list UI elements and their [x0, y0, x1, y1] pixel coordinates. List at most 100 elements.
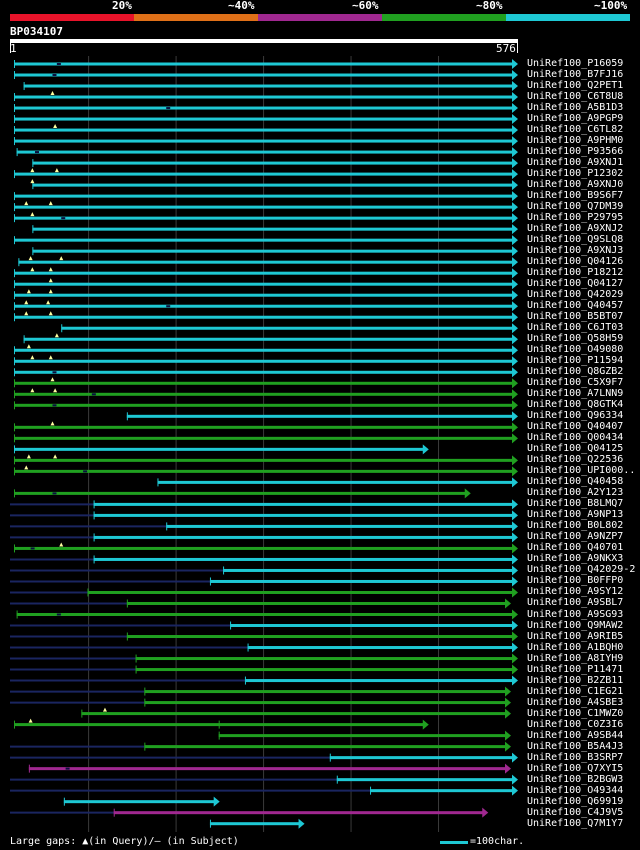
hit-label[interactable]: UniRef100_Q04127: [527, 278, 624, 290]
hit-row[interactable]: [14, 124, 518, 136]
hit-row[interactable]: [10, 598, 512, 609]
hit-row[interactable]: [14, 235, 518, 246]
hit-label[interactable]: UniRef100_Q40701: [527, 542, 624, 554]
hit-row[interactable]: [28, 763, 512, 774]
hit-row[interactable]: [32, 224, 518, 235]
hit-label[interactable]: UniRef100_C6JT03: [527, 322, 624, 334]
hit-row[interactable]: [10, 664, 518, 675]
hit-label[interactable]: UniRef100_Q04125: [527, 443, 624, 455]
hit-row[interactable]: [10, 565, 518, 576]
hit-row[interactable]: [23, 81, 518, 92]
hit-label[interactable]: UniRef100_Q9SLQ8: [527, 234, 624, 246]
hit-label[interactable]: UniRef100_A1BQH0: [527, 641, 624, 653]
hit-row[interactable]: [10, 587, 518, 598]
hit-label[interactable]: UniRef100_B5BT07: [527, 311, 624, 323]
hit-row[interactable]: [14, 367, 518, 378]
hit-row[interactable]: [14, 59, 518, 69]
hit-label[interactable]: UniRef100_B9S6F7: [527, 190, 624, 202]
hit-row[interactable]: [14, 433, 518, 444]
hit-label[interactable]: UniRef100_B0L802: [527, 520, 624, 532]
hit-row[interactable]: [10, 532, 518, 543]
hit-label[interactable]: UniRef100_A9SG93: [527, 608, 624, 620]
hit-row[interactable]: [10, 807, 489, 818]
hit-row[interactable]: [10, 521, 518, 532]
hit-label[interactable]: UniRef100_Q42029: [527, 289, 624, 301]
hit-row[interactable]: [14, 465, 518, 477]
hit-row[interactable]: [14, 136, 518, 147]
hit-row[interactable]: [14, 377, 518, 389]
hit-label[interactable]: UniRef100_A9XNJ2: [527, 223, 624, 235]
hit-label[interactable]: UniRef100_A8IYH9: [527, 652, 624, 664]
hit-row[interactable]: [14, 300, 518, 312]
hit-label[interactable]: UniRef100_Q7DM39: [527, 201, 624, 213]
hit-label[interactable]: UniRef100_Q58H59: [527, 333, 624, 345]
hit-label[interactable]: UniRef100_Q42029-2: [527, 564, 636, 576]
hit-label[interactable]: UniRef100_B5A4J3: [527, 740, 624, 752]
hit-label[interactable]: UniRef100_B0FFP0: [527, 575, 624, 587]
hit-label[interactable]: UniRef100_B3SRP7: [527, 751, 624, 763]
hit-label[interactable]: UniRef100_A9NZP7: [527, 531, 624, 543]
hit-row[interactable]: [30, 179, 518, 191]
hit-label[interactable]: UniRef100_A9XNJ0: [527, 179, 624, 191]
hit-label[interactable]: UniRef100_Q8GTK4: [527, 399, 624, 411]
hit-row[interactable]: [10, 653, 518, 664]
hit-row[interactable]: [10, 686, 512, 697]
hit-label[interactable]: UniRef100_Q40458: [527, 476, 624, 488]
hit-label[interactable]: UniRef100_Q40457: [527, 300, 624, 312]
hit-row[interactable]: [81, 707, 512, 719]
hit-row[interactable]: [32, 158, 518, 169]
hit-row[interactable]: [23, 333, 518, 345]
hit-label[interactable]: UniRef100_Q9MAW2: [527, 619, 624, 631]
hit-label[interactable]: UniRef100_Q69919: [527, 795, 624, 807]
hit-label[interactable]: UniRef100_A9NP13: [527, 509, 624, 521]
hit-label[interactable]: UniRef100_P93566: [527, 146, 624, 158]
hit-label[interactable]: UniRef100_Q22536: [527, 454, 624, 466]
hit-row[interactable]: [10, 510, 518, 521]
hit-row[interactable]: [14, 191, 518, 202]
hit-row[interactable]: [10, 752, 518, 763]
hit-row[interactable]: [14, 289, 518, 301]
hit-label[interactable]: UniRef100_C6TL82: [527, 124, 624, 136]
hit-label[interactable]: UniRef100_Q40407: [527, 421, 624, 433]
hit-label[interactable]: UniRef100_O49080: [527, 344, 624, 356]
hit-row[interactable]: [18, 256, 518, 268]
hit-label[interactable]: UniRef100_C4J9V5: [527, 806, 624, 818]
hit-row[interactable]: [10, 774, 518, 785]
hit-label[interactable]: UniRef100_C0Z3I6: [527, 718, 624, 730]
hit-row[interactable]: [14, 355, 518, 367]
hit-label[interactable]: UniRef100_UPI000..: [527, 465, 636, 477]
hit-row[interactable]: [10, 631, 518, 642]
hit-row[interactable]: [14, 114, 518, 125]
hit-label[interactable]: UniRef100_P16059: [527, 58, 624, 69]
hit-label[interactable]: UniRef100_A9SB44: [527, 729, 624, 741]
hit-row[interactable]: [10, 576, 518, 587]
hit-label[interactable]: UniRef100_P11594: [527, 355, 624, 367]
hit-label[interactable]: UniRef100_Q04126: [527, 256, 624, 268]
hit-label[interactable]: UniRef100_C5X9F7: [527, 377, 624, 389]
hit-label[interactable]: UniRef100_A5B1D3: [527, 102, 624, 114]
hit-label[interactable]: UniRef100_A7LNN9: [527, 388, 624, 400]
hit-row[interactable]: [14, 718, 429, 730]
hit-label[interactable]: UniRef100_Q7XYI5: [527, 762, 624, 774]
hit-row[interactable]: [63, 796, 220, 807]
hit-label[interactable]: UniRef100_A9NKX3: [527, 553, 624, 565]
hit-row[interactable]: [32, 246, 518, 257]
hit-row[interactable]: [14, 70, 518, 81]
hit-label[interactable]: UniRef100_B2BGW3: [527, 773, 624, 785]
hit-row[interactable]: [10, 554, 518, 565]
hit-row[interactable]: [14, 542, 518, 554]
hit-label[interactable]: UniRef100_C1MWZ0: [527, 707, 624, 719]
hit-row[interactable]: [10, 675, 518, 686]
hit-row[interactable]: [14, 344, 518, 356]
hit-label[interactable]: UniRef100_P29795: [527, 212, 624, 224]
hit-row[interactable]: [157, 477, 518, 488]
hit-row[interactable]: [14, 278, 518, 290]
hit-label[interactable]: UniRef100_A9SBL7: [527, 597, 624, 609]
hit-row[interactable]: [14, 388, 518, 400]
hit-label[interactable]: UniRef100_B8LMQ7: [527, 498, 624, 510]
hit-row[interactable]: [10, 697, 512, 708]
hit-label[interactable]: UniRef100_C1EG21: [527, 685, 624, 697]
hit-row[interactable]: [16, 609, 518, 620]
hit-label[interactable]: UniRef100_C6T8U8: [527, 91, 624, 103]
hit-row[interactable]: [14, 201, 518, 213]
